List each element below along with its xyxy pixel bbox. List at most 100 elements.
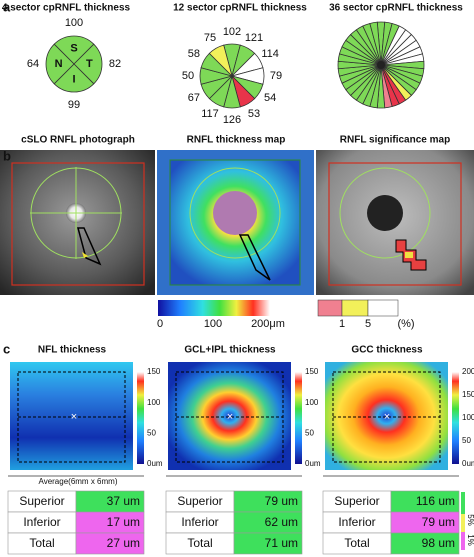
sector [53, 63, 95, 93]
scale-label: 150 [462, 390, 474, 399]
table-cell [75, 532, 145, 555]
row-label: Inferior [181, 515, 218, 529]
map-colorbar [452, 372, 459, 464]
scale-label: 100 [305, 398, 319, 407]
scale-label: 50 [147, 428, 156, 437]
sector-value: 100 [65, 17, 83, 29]
row-value: 71 um [265, 536, 298, 550]
row-value: 79 um [265, 494, 298, 508]
sector [45, 43, 75, 85]
row-label: Total [29, 536, 54, 550]
average-label: Average(6mm x 6mm) [39, 477, 118, 486]
map-colorbar [295, 372, 302, 464]
center-dot [377, 61, 385, 69]
panel-label: a [3, 0, 11, 14]
row-label: Inferior [23, 515, 60, 529]
sector-value: 82 [109, 58, 121, 70]
map-title: GCL+IPL thickness [184, 345, 276, 356]
row-value: 17 um [107, 515, 140, 529]
scale-label: 0um [147, 459, 163, 468]
chart-title: 12 sector cpRNFL thickness [173, 3, 307, 14]
table-cell [233, 532, 303, 555]
sector-value: 79 [270, 70, 282, 82]
sector-value: 67 [188, 92, 200, 104]
row-label: Total [344, 536, 369, 550]
legend-label: 1% [466, 534, 474, 546]
scale-label: 50 [462, 436, 471, 445]
map-title: GCC thickness [351, 345, 423, 356]
row-value: 116 um [416, 494, 455, 508]
sector [369, 21, 382, 66]
legend-swatch [461, 532, 465, 550]
legend-label: 5% [466, 514, 474, 526]
sector [53, 35, 95, 65]
legend-swatch [461, 514, 465, 532]
scale-label: 100 [147, 398, 161, 407]
row-value: 27 um [107, 536, 140, 550]
significance-legend [317, 299, 399, 317]
image-title: RNFL thickness map [187, 135, 286, 146]
sector-letter: I [72, 73, 75, 85]
row-label: Superior [334, 494, 379, 508]
sector-value: 102 [223, 26, 241, 38]
svg-text:×: × [384, 411, 390, 423]
sector [73, 43, 103, 85]
scale-label: 0 [157, 318, 163, 330]
chart-title: 4 sector cpRNFL thickness [2, 3, 131, 14]
scale-label: 0um [462, 459, 474, 468]
scale-label: (%) [397, 318, 414, 330]
significance-map [316, 150, 474, 295]
row-label: Superior [19, 494, 64, 508]
sector-value: 54 [264, 92, 276, 104]
scale-label: 100 [462, 413, 474, 422]
sector-value: 64 [27, 58, 39, 70]
image-title: RNFL significance map [340, 135, 450, 146]
scale-label: 5 [365, 318, 371, 330]
sector-value: 58 [188, 48, 200, 60]
svg-text:×: × [71, 411, 77, 423]
sector-value: 121 [245, 32, 263, 44]
scale-label: 0um [305, 459, 321, 468]
cslo-photo [0, 150, 155, 295]
map-title: NFL thickness [38, 345, 107, 356]
scale-label: 50 [305, 428, 314, 437]
row-label: Superior [177, 494, 222, 508]
scale-label: 150 [147, 367, 161, 376]
gcc-map: × [325, 362, 448, 470]
row-value: 37 um [107, 494, 140, 508]
row-label: Inferior [338, 515, 375, 529]
sector-value: 114 [261, 48, 279, 60]
sector-value: 75 [204, 32, 216, 44]
scale-label: 200μm [251, 318, 285, 330]
sector-value: 126 [223, 114, 241, 126]
scale-label: 150 [305, 367, 319, 376]
sector-value: 50 [182, 70, 194, 82]
chart-title: 36 sector cpRNFL thickness [329, 3, 463, 14]
row-value: 79 um [422, 515, 455, 529]
gcl-ipl-map: × [168, 362, 291, 470]
scale-label: 200 [462, 367, 474, 376]
sector-value: 117 [201, 108, 219, 120]
sector-letter: S [70, 43, 77, 55]
row-value: 98 um [422, 536, 455, 550]
map-colorbar [137, 372, 144, 464]
scale-label: 100 [204, 318, 222, 330]
thickness-colorbar [158, 300, 270, 316]
row-label: Total [187, 536, 212, 550]
panel-label: c [3, 341, 10, 356]
legend-swatch [461, 492, 465, 514]
nfl-map: × [10, 362, 133, 470]
sector-value: 53 [248, 108, 260, 120]
sector-value: 99 [68, 99, 80, 111]
scale-label: 1 [339, 318, 345, 330]
panel-label: b [3, 148, 11, 163]
svg-text:×: × [227, 411, 233, 423]
row-value: 62 um [265, 515, 298, 529]
image-title: cSLO RNFL photograph [21, 135, 135, 146]
sector [208, 44, 233, 78]
sector-letter: N [55, 58, 63, 70]
thickness-map [157, 150, 314, 295]
table-cell [390, 532, 460, 555]
sector-letter: T [86, 58, 93, 70]
